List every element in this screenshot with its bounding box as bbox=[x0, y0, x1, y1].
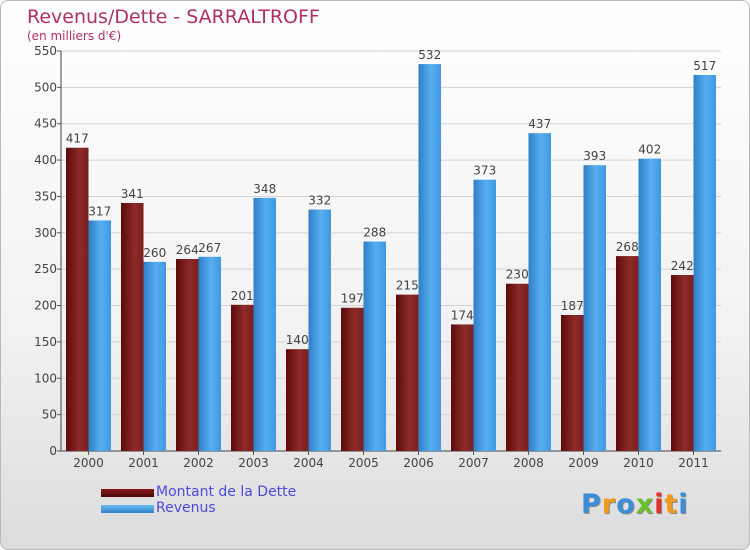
data-label-debt-2002: 264 bbox=[176, 243, 199, 257]
logo-letter: i bbox=[678, 489, 689, 520]
logo-letter: i bbox=[654, 489, 665, 520]
data-label-debt-2008: 230 bbox=[506, 268, 529, 282]
data-label-debt-2006: 215 bbox=[396, 279, 419, 293]
data-label-revenus-2009: 393 bbox=[583, 149, 606, 163]
chart-title: Revenus/Dette - SARRALTROFF bbox=[27, 6, 320, 28]
proxiti-logo: Proxiti bbox=[581, 489, 689, 520]
legend-label-revenus: Revenus bbox=[156, 500, 216, 516]
y-tick-label: 550 bbox=[34, 44, 57, 58]
bar-revenus-2009 bbox=[583, 165, 606, 451]
bar-debt-2003 bbox=[231, 304, 254, 451]
bar-debt-2005 bbox=[341, 307, 364, 451]
x-tick-label: 2007 bbox=[458, 456, 489, 470]
x-tick-label: 2004 bbox=[293, 456, 324, 470]
bar-revenus-2004 bbox=[308, 209, 331, 451]
x-tick-label: 2006 bbox=[403, 456, 434, 470]
x-tick-label: 2011 bbox=[678, 456, 709, 470]
y-tick-label: 500 bbox=[34, 80, 57, 94]
data-label-debt-2000: 417 bbox=[66, 132, 89, 146]
bar-revenus-2002 bbox=[198, 256, 221, 451]
bar-revenus-2007 bbox=[473, 179, 496, 451]
bar-debt-2004 bbox=[286, 349, 309, 451]
data-label-revenus-2004: 332 bbox=[308, 194, 331, 208]
data-label-revenus-2011: 517 bbox=[693, 59, 716, 73]
logo-letter: P bbox=[581, 489, 602, 520]
x-tick-label: 2009 bbox=[568, 456, 599, 470]
x-tick-label: 2002 bbox=[183, 456, 214, 470]
x-tick-label: 2008 bbox=[513, 456, 544, 470]
y-tick-label: 100 bbox=[34, 371, 57, 385]
bar-debt-2008 bbox=[506, 283, 529, 451]
data-label-revenus-2008: 437 bbox=[528, 117, 551, 131]
bar-debt-2011 bbox=[671, 275, 694, 451]
data-label-revenus-2000: 317 bbox=[88, 204, 111, 218]
bar-revenus-2011 bbox=[693, 75, 716, 451]
data-label-debt-2005: 197 bbox=[341, 292, 364, 306]
data-label-debt-2011: 242 bbox=[671, 259, 694, 273]
axes: 0 50 100 150 200 250 300 350 400 450 500 550 2000 200… bbox=[34, 44, 721, 470]
data-label-debt-2007: 174 bbox=[451, 308, 474, 322]
data-label-revenus-2010: 402 bbox=[638, 143, 661, 157]
data-label-debt-2009: 187 bbox=[561, 299, 584, 313]
logo-letter: x bbox=[635, 489, 655, 520]
bar-debt-2006 bbox=[396, 294, 419, 451]
bar-debt-2001 bbox=[121, 203, 144, 451]
legend-swatch-debt bbox=[101, 489, 154, 497]
x-tick-label: 2005 bbox=[348, 456, 379, 470]
data-label-revenus-2006: 532 bbox=[418, 48, 441, 62]
y-tick-label: 0 bbox=[49, 444, 57, 458]
bar-revenus-2005 bbox=[363, 241, 386, 451]
bar-debt-2010 bbox=[616, 256, 639, 451]
y-tick-label: 350 bbox=[34, 189, 57, 203]
data-label-revenus-2002: 267 bbox=[198, 241, 221, 255]
data-label-revenus-2003: 348 bbox=[253, 182, 276, 196]
bar-revenus-2000 bbox=[88, 220, 111, 451]
bar-revenus-2008 bbox=[528, 133, 551, 451]
x-tick-label: 2001 bbox=[128, 456, 159, 470]
y-tick-label: 50 bbox=[42, 408, 57, 422]
y-tick-label: 150 bbox=[34, 335, 57, 349]
bar-revenus-2003 bbox=[253, 197, 276, 451]
x-tick-label: 2003 bbox=[238, 456, 269, 470]
data-label-revenus-2005: 288 bbox=[363, 226, 386, 240]
bar-debt-2007 bbox=[451, 324, 474, 451]
y-tick-label: 200 bbox=[34, 299, 57, 313]
chart-subtitle: (en milliers d'€) bbox=[27, 29, 122, 43]
logo-letter: t bbox=[664, 489, 679, 520]
bar-debt-2009 bbox=[561, 315, 584, 451]
y-tick-label: 250 bbox=[34, 262, 57, 276]
data-label-debt-2004: 140 bbox=[286, 333, 309, 347]
legend-label-debt: Montant de la Dette bbox=[156, 484, 297, 500]
y-tick-label: 300 bbox=[34, 226, 57, 240]
bar-revenus-2001 bbox=[143, 261, 166, 451]
logo-letter: o bbox=[616, 489, 636, 520]
logo-letter: r bbox=[601, 489, 617, 520]
bar-revenus-2006 bbox=[418, 64, 441, 451]
x-tick-label: 2010 bbox=[623, 456, 654, 470]
y-tick-label: 400 bbox=[34, 153, 57, 167]
bar-debt-2002 bbox=[176, 259, 199, 451]
data-label-debt-2001: 341 bbox=[121, 187, 144, 201]
bar-debt-2000 bbox=[66, 147, 89, 451]
bar-revenus-2010 bbox=[638, 158, 661, 452]
data-label-revenus-2001: 260 bbox=[143, 246, 166, 260]
x-tick-label: 2000 bbox=[73, 456, 104, 470]
bars bbox=[66, 64, 716, 452]
gridlines bbox=[61, 50, 721, 416]
y-tick-label: 450 bbox=[34, 117, 57, 131]
data-label-debt-2010: 268 bbox=[616, 240, 639, 254]
data-labels: 417 317 341 260 264 267 201 348 140 332 197 288 215 5… bbox=[66, 48, 716, 347]
legend-swatch-revenus bbox=[101, 505, 154, 513]
data-label-revenus-2007: 373 bbox=[473, 164, 496, 178]
data-label-debt-2003: 201 bbox=[231, 289, 254, 303]
